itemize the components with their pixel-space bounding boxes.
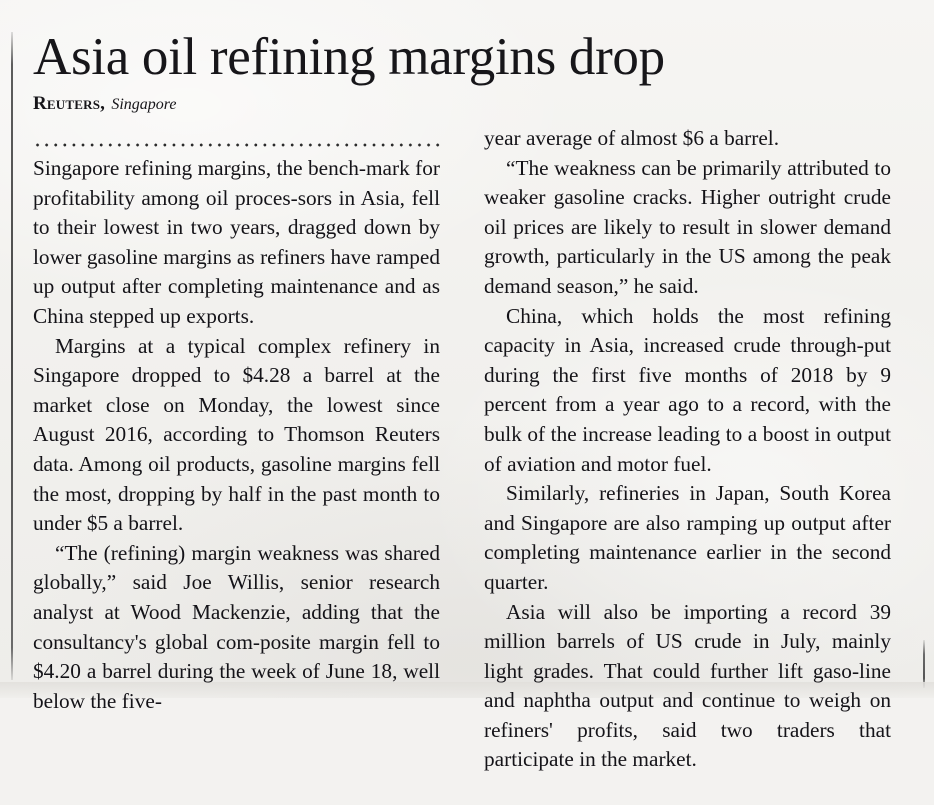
paragraph: year average of almost $6 a barrel. — [484, 126, 780, 150]
dotted-separator-rule — [33, 142, 441, 148]
article-headline: Asia oil refining margins drop — [33, 28, 665, 86]
paragraph: Asia will also be importing a record 39 … — [484, 599, 891, 772]
byline-agency: Reuters, — [33, 93, 106, 115]
paragraph: China, which holds the most refining cap… — [484, 303, 891, 476]
article-column-left: Singapore refining margins, the bench-ma… — [33, 154, 440, 805]
paragraph: Margins at a typical complex refinery in… — [33, 333, 440, 536]
byline: Reuters, Singapore — [33, 93, 911, 115]
newspaper-article: Asia oil refining margins drop Reuters, … — [33, 28, 911, 771]
byline-location: Singapore — [111, 96, 177, 114]
article-body-columns: Singapore refining margins, the bench-ma… — [33, 126, 911, 805]
paragraph: “The weakness can be primarily attribute… — [484, 155, 891, 298]
left-column-rule — [11, 32, 13, 680]
paragraph: Singapore refining margins, the bench-ma… — [33, 156, 440, 328]
page-bottom-edge — [0, 682, 934, 698]
paper-background — [0, 0, 934, 698]
right-column-rule — [923, 640, 925, 688]
article-column-right: year average of almost $6 a barrel. “The… — [484, 124, 891, 775]
paragraph: Similarly, refineries in Japan, South Ko… — [484, 481, 891, 594]
paragraph: “The (refining) margin weakness was shar… — [33, 540, 440, 713]
